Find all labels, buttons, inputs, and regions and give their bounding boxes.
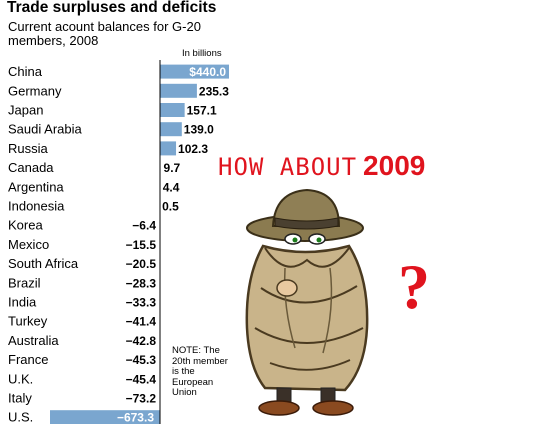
right-shoe [312, 400, 354, 416]
bar [50, 410, 160, 424]
question-mark: ? [398, 251, 430, 322]
value-label: −6.4 [132, 219, 156, 233]
category-label: China [8, 64, 43, 79]
chart-note: NOTE: The 20th member is the European Un… [172, 345, 228, 398]
bar [160, 141, 177, 156]
category-label: Brazil [8, 275, 41, 290]
category-label: Turkey [8, 314, 48, 329]
category-label: Australia [8, 333, 59, 348]
category-label: Indonesia [8, 199, 65, 214]
value-label: 157.1 [187, 104, 217, 118]
category-label: U.S. [8, 410, 33, 424]
value-label: −73.2 [126, 392, 157, 406]
hand [276, 279, 298, 297]
value-label: −41.4 [126, 315, 157, 329]
bar [160, 103, 185, 117]
category-label: Italy [8, 391, 32, 406]
category-label: South Africa [8, 256, 79, 271]
category-label: Argentina [8, 179, 64, 194]
trench-coat [245, 244, 369, 392]
value-label: −20.5 [126, 257, 157, 271]
value-label: 4.4 [163, 180, 180, 194]
category-label: India [8, 295, 37, 310]
bar [160, 83, 197, 98]
value-label: −15.5 [126, 238, 157, 252]
value-label: $440.0 [189, 65, 226, 79]
value-label: 235.3 [199, 84, 229, 98]
category-label: Russia [8, 141, 49, 156]
value-label: −45.3 [126, 353, 157, 367]
category-label: Saudi Arabia [8, 122, 82, 137]
how-about-text: HOW ABOUT [218, 153, 358, 181]
category-label: U.K. [8, 371, 33, 386]
left-shoe [258, 400, 300, 416]
how-about-caption: HOW ABOUT 2009 [218, 150, 425, 182]
unit-label: In billions [182, 48, 222, 59]
value-label: −33.3 [126, 296, 157, 310]
hat-crown [271, 188, 341, 227]
category-label: Germany [8, 83, 62, 98]
value-label: −42.8 [126, 334, 157, 348]
bar [160, 64, 229, 79]
category-label: Japan [8, 103, 43, 118]
value-label: 139.0 [184, 123, 214, 137]
value-label: 0.5 [162, 200, 179, 214]
chart-title: Trade surpluses and deficits [7, 0, 217, 16]
category-label: Korea [8, 218, 43, 233]
value-label: 9.7 [164, 161, 181, 175]
value-label: −28.3 [126, 276, 157, 290]
detective-cartoon [245, 188, 369, 416]
value-label: −45.4 [126, 372, 157, 386]
bar [160, 122, 182, 137]
category-label: France [8, 352, 48, 367]
value-label: 102.3 [178, 142, 208, 156]
year-text: 2009 [363, 150, 426, 181]
category-label: Mexico [8, 237, 49, 252]
chart-subtitle: Current acount balances for G-20 members… [8, 19, 201, 48]
category-label: Canada [8, 160, 54, 175]
value-label: −673.3 [117, 411, 154, 424]
